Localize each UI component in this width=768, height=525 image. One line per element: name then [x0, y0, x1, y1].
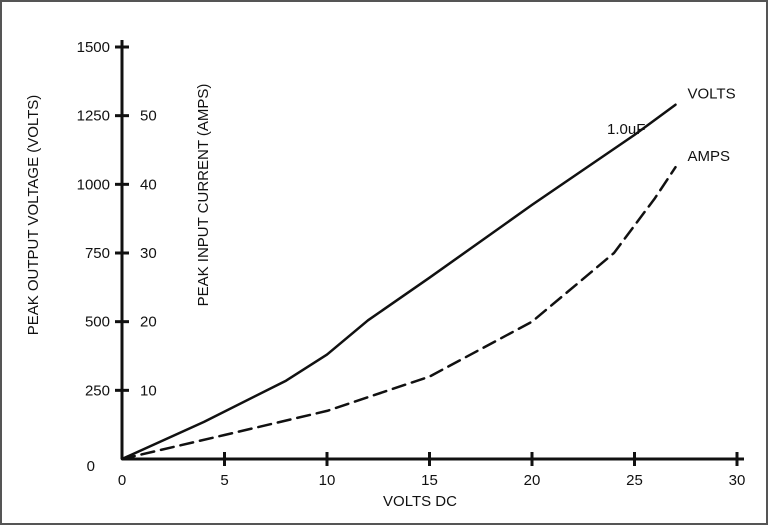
x-axis-label: VOLTS DC: [383, 493, 457, 510]
series-label-amps: AMPS: [688, 148, 731, 165]
y-inner-axis-label: PEAK INPUT CURRENT (AMPS): [195, 84, 212, 307]
x-tick-label: 5: [220, 472, 228, 489]
ticks: 0 5 10 15 20 25 30 0 250 500 750 1000 1250 1500 10 20 30…: [77, 39, 746, 489]
capacitance-annotation: 1.0uF: [607, 121, 645, 138]
y-left-tick-label: 1500: [77, 39, 110, 56]
y-left-tick-label: 500: [85, 314, 110, 331]
y-left-tick-label: 250: [85, 382, 110, 399]
x-tick-label: 0: [118, 472, 126, 489]
x-tick-label: 25: [626, 472, 643, 489]
axes: [120, 40, 744, 461]
y-left-tick-label: 750: [85, 245, 110, 262]
y-left-tick-label: 1250: [77, 108, 110, 125]
y-inner-tick-label: 20: [140, 314, 157, 331]
y-inner-tick-label: 50: [140, 108, 157, 125]
y-left-axis-label: PEAK OUTPUT VOLTAGE (VOLTS): [25, 95, 42, 336]
labels: VOLTS AMPS 1.0uF VOLTS DC PEAK OUTPUT VOLTAG…: [25, 84, 736, 510]
x-tick-label: 15: [421, 472, 438, 489]
y-inner-tick-label: 10: [140, 382, 157, 399]
x-tick-label: 20: [524, 472, 541, 489]
y-left-tick-label: 0: [87, 458, 95, 475]
series: [120, 103, 677, 461]
x-tick-label: 30: [729, 472, 746, 489]
series-line-amps: [120, 165, 677, 461]
y-left-tick-label: 1000: [77, 176, 110, 193]
series-label-volts: VOLTS: [688, 86, 736, 103]
y-inner-tick-label: 30: [140, 245, 157, 262]
series-line-volts: [120, 103, 677, 461]
x-tick-label: 10: [319, 472, 336, 489]
y-inner-tick-label: 40: [140, 176, 157, 193]
